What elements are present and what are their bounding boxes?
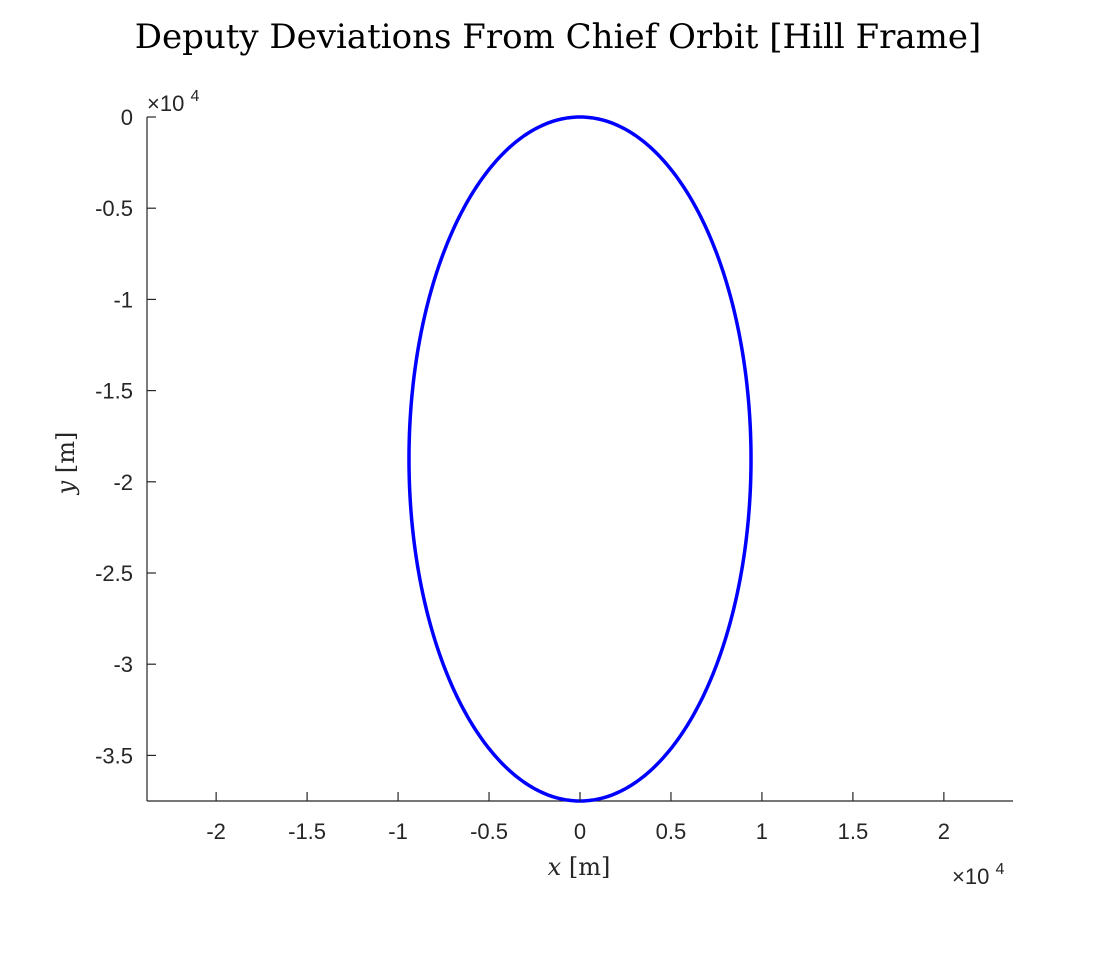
x-axis-ticks: -2 -1.5 -1 -0.5 0 0.5 1 1.5 2 — [206, 792, 950, 844]
x-tick-label: 0.5 — [656, 819, 687, 844]
x-axis-exponent-base: ×10 — [952, 864, 989, 889]
y-tick-label: -1.5 — [95, 379, 133, 404]
x-tick-label: -1.5 — [288, 819, 326, 844]
y-tick-label: -3 — [113, 652, 133, 677]
x-axis-label: x [m] — [548, 853, 611, 881]
x-tick-label: 0 — [574, 819, 586, 844]
plot-area — [146, 115, 1013, 803]
x-axis-label-var: x — [548, 853, 562, 881]
x-tick-label: 1.5 — [838, 819, 869, 844]
y-axis-label-unit: [m] — [52, 432, 80, 473]
y-axis-ticks: 0 -0.5 -1 -1.5 -2 -2.5 -3 -3.5 — [95, 105, 156, 768]
deputy-trajectory-line — [407, 115, 753, 803]
x-tick-label: -0.5 — [470, 819, 508, 844]
x-axis-exponent-power: 4 — [995, 861, 1004, 878]
y-tick-label: -2 — [113, 470, 133, 495]
x-tick-label: -1 — [388, 819, 408, 844]
y-axis-label-var: y — [52, 480, 80, 495]
x-axis-exponent: ×10 4 — [952, 861, 1004, 889]
y-tick-label: -1 — [113, 287, 133, 312]
y-axis-exponent-power: 4 — [190, 88, 199, 105]
x-tick-label: 2 — [938, 819, 950, 844]
x-axis-label-unit: [m] — [569, 853, 610, 881]
y-axis-exponent: ×10 4 — [147, 88, 199, 116]
chart-title: Deputy Deviations From Chief Orbit [Hill… — [135, 17, 982, 57]
y-tick-label: 0 — [121, 105, 133, 130]
y-axis-label: y [m] — [52, 432, 80, 496]
trajectory-layer — [407, 115, 753, 803]
x-tick-label: 1 — [756, 819, 768, 844]
y-tick-label: -3.5 — [95, 743, 133, 768]
x-tick-label: -2 — [206, 819, 226, 844]
y-axis-exponent-base: ×10 — [147, 91, 184, 116]
y-tick-label: -0.5 — [95, 196, 133, 221]
y-tick-label: -2.5 — [95, 561, 133, 586]
